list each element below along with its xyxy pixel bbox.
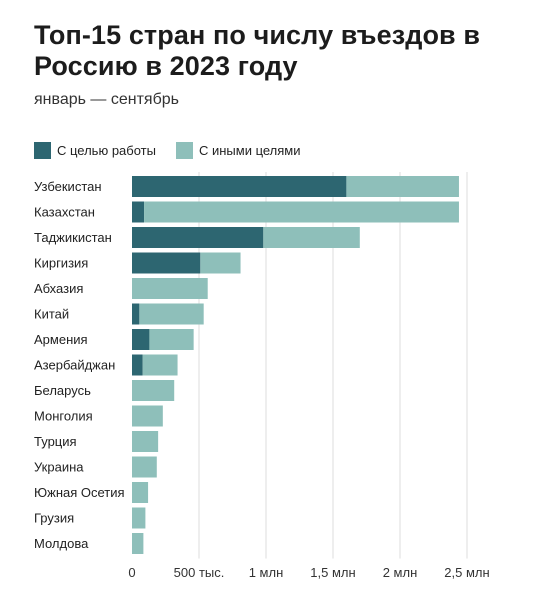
chart-subtitle: январь — сентябрь bbox=[34, 91, 179, 108]
category-label: Казахстан bbox=[34, 205, 95, 220]
bar-segment-other bbox=[346, 176, 459, 197]
legend-label-work: С целью работы bbox=[57, 143, 156, 158]
bar-segment-other bbox=[142, 354, 178, 376]
bar-segment-work bbox=[132, 303, 140, 325]
category-label: Южная Осетия bbox=[34, 485, 125, 500]
x-tick-label: 500 тыс. bbox=[174, 565, 225, 580]
bar-segment-work bbox=[132, 354, 143, 376]
bar-segment-work bbox=[132, 329, 150, 350]
bar-segment-other bbox=[132, 380, 175, 401]
category-label: Киргизия bbox=[34, 256, 88, 271]
legend: С целью работы С иными целями bbox=[34, 142, 321, 159]
category-label: Беларусь bbox=[34, 383, 91, 398]
bar-segment-other bbox=[132, 431, 159, 452]
category-label: Грузия bbox=[34, 511, 74, 526]
x-tick-label: 0 bbox=[128, 565, 135, 580]
legend-swatch-work bbox=[34, 142, 51, 159]
bar-segment-other bbox=[144, 201, 459, 223]
category-label: Азербайджан bbox=[34, 358, 115, 373]
category-label: Монголия bbox=[34, 409, 93, 424]
category-label: Абхазия bbox=[34, 281, 83, 296]
legend-item-work: С целью работы bbox=[34, 142, 156, 159]
legend-swatch-other bbox=[175, 142, 193, 159]
x-tick-label: 2,5 млн bbox=[444, 565, 489, 580]
x-tick-label: 1,5 млн bbox=[310, 565, 355, 580]
category-label: Молдова bbox=[34, 536, 89, 551]
category-label: Таджикистан bbox=[34, 230, 112, 245]
bar-segment-other bbox=[132, 507, 146, 529]
bar-segment-other bbox=[132, 482, 149, 503]
chart-title: Топ-15 стран по числу въездов в Россию в… bbox=[34, 20, 481, 81]
bar-segment-work bbox=[132, 201, 145, 223]
bar-segment-work bbox=[132, 176, 347, 197]
category-label: Китай bbox=[34, 307, 69, 322]
bar-segment-other bbox=[149, 329, 194, 350]
bar-segment-other bbox=[132, 405, 163, 427]
bar-segment-other bbox=[132, 278, 208, 299]
category-label: Узбекистан bbox=[34, 179, 102, 194]
legend-item-other: С иными целями bbox=[175, 142, 301, 159]
x-tick-label: 1 млн bbox=[249, 565, 284, 580]
bar-segment-work bbox=[132, 227, 264, 248]
legend-label-other: С иными целями bbox=[198, 143, 301, 158]
bar-segment-other bbox=[263, 227, 360, 248]
x-tick-label: 2 млн bbox=[383, 565, 418, 580]
bar-segment-other bbox=[132, 533, 144, 554]
category-label: Армения bbox=[34, 332, 88, 347]
category-label: Турция bbox=[34, 434, 77, 449]
category-label: Украина bbox=[34, 460, 84, 475]
bar-segment-other bbox=[200, 252, 241, 274]
bar-segment-other bbox=[132, 456, 157, 478]
bar-segment-other bbox=[139, 303, 204, 325]
bar-segment-work bbox=[132, 252, 201, 274]
